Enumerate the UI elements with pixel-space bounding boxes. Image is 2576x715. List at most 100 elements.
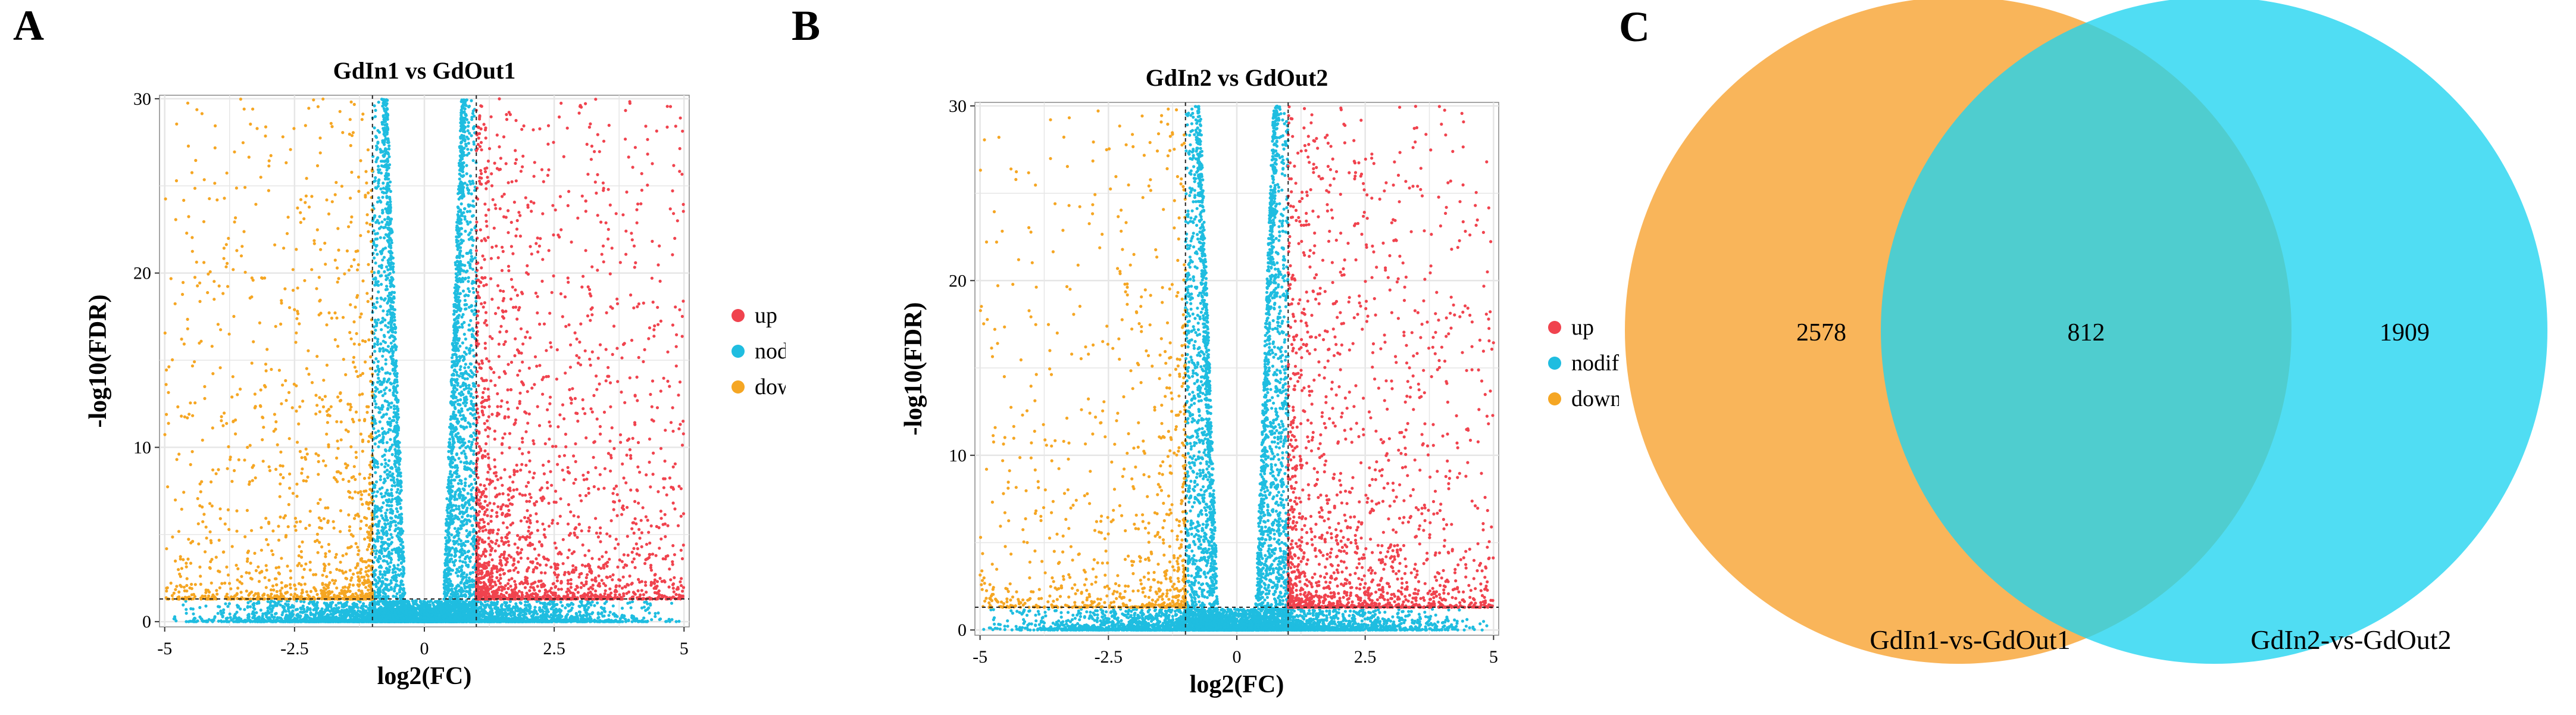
point-nodiff: [464, 501, 468, 505]
point-nodiff: [373, 399, 377, 403]
point-nodiff: [377, 227, 382, 230]
point-nodiff: [654, 614, 657, 619]
point-nodiff: [523, 603, 527, 607]
point-nodiff: [469, 362, 473, 366]
point-nodiff: [383, 549, 387, 552]
point-nodiff: [384, 413, 389, 416]
point-nodiff: [389, 200, 392, 204]
point-nodiff: [472, 127, 476, 130]
point-nodiff: [377, 221, 381, 225]
point-nodiff: [467, 191, 470, 195]
point-nodiff: [608, 610, 612, 614]
point-nodiff: [458, 414, 462, 417]
point-nodiff: [388, 525, 392, 529]
point-nodiff: [467, 280, 470, 283]
point-nodiff: [374, 248, 377, 252]
point-nodiff: [470, 134, 473, 138]
point-nodiff: [549, 607, 553, 611]
point-nodiff: [377, 433, 382, 437]
point-nodiff: [388, 195, 392, 199]
point-nodiff: [191, 607, 195, 611]
point-nodiff: [458, 441, 462, 444]
point-nodiff: [465, 377, 469, 380]
point-nodiff: [389, 304, 392, 308]
point-nodiff: [603, 610, 607, 613]
point-nodiff: [464, 404, 467, 408]
point-nodiff: [381, 354, 384, 358]
point-nodiff: [456, 399, 459, 402]
point-nodiff: [386, 326, 390, 329]
point-nodiff: [381, 160, 384, 163]
point-nodiff: [299, 607, 303, 611]
point-nodiff: [382, 435, 385, 439]
point-nodiff: [459, 365, 462, 369]
point-nodiff: [384, 449, 388, 453]
point-nodiff: [457, 505, 461, 508]
point-nodiff: [450, 533, 454, 537]
point-nodiff: [337, 606, 340, 610]
point-nodiff: [522, 613, 526, 617]
point-nodiff: [473, 416, 476, 420]
point-nodiff: [386, 301, 389, 305]
point-nodiff: [381, 104, 384, 108]
point-nodiff: [462, 99, 466, 103]
point-nodiff: [185, 620, 188, 623]
point-nodiff: [468, 289, 471, 294]
point-nodiff: [458, 488, 461, 491]
point-nodiff: [462, 388, 466, 391]
point-nodiff: [465, 164, 468, 167]
point-nodiff: [473, 477, 477, 482]
point-nodiff: [461, 371, 464, 376]
point-nodiff: [470, 99, 473, 102]
point-nodiff: [377, 376, 380, 380]
point-nodiff: [455, 453, 459, 457]
point-nodiff: [376, 490, 379, 494]
point-nodiff: [458, 368, 462, 371]
point-nodiff: [588, 601, 592, 605]
point-nodiff: [280, 613, 284, 617]
point-nodiff: [385, 441, 389, 444]
point-nodiff: [463, 452, 467, 456]
point-nodiff: [379, 342, 383, 346]
point-nodiff: [384, 358, 387, 361]
point-nodiff: [448, 462, 452, 466]
point-nodiff: [393, 567, 396, 570]
point-nodiff: [461, 325, 464, 329]
point-nodiff: [457, 314, 461, 317]
point-nodiff: [305, 610, 308, 613]
point-nodiff: [561, 604, 564, 608]
point-nodiff: [373, 345, 376, 348]
point-nodiff: [316, 606, 320, 610]
point-nodiff: [384, 362, 387, 366]
point-nodiff: [479, 601, 483, 604]
point-nodiff: [373, 442, 377, 446]
point-nodiff: [372, 180, 376, 183]
point-nodiff: [443, 590, 446, 594]
point-nodiff: [518, 601, 522, 604]
point-nodiff: [383, 388, 386, 392]
point-nodiff: [454, 571, 458, 575]
point-nodiff: [399, 474, 402, 478]
point-nodiff: [381, 195, 384, 199]
data-points: [163, 97, 686, 623]
point-nodiff: [376, 388, 379, 391]
point-nodiff: [467, 151, 471, 155]
point-nodiff: [400, 513, 404, 516]
point-nodiff: [632, 614, 635, 619]
point-nodiff: [375, 296, 379, 300]
point-nodiff: [373, 342, 377, 346]
point-nodiff: [383, 465, 387, 469]
point-nodiff: [471, 566, 475, 569]
point-nodiff: [467, 121, 471, 124]
point-nodiff: [472, 438, 476, 441]
point-nodiff: [216, 611, 220, 615]
point-nodiff: [389, 511, 392, 514]
point-nodiff: [386, 371, 389, 374]
point-nodiff: [455, 388, 459, 392]
point-nodiff: [380, 191, 384, 194]
point-nodiff: [389, 561, 393, 564]
point-nodiff: [451, 520, 455, 524]
point-nodiff: [471, 413, 474, 417]
point-nodiff: [459, 569, 464, 573]
point-nodiff: [526, 600, 530, 604]
